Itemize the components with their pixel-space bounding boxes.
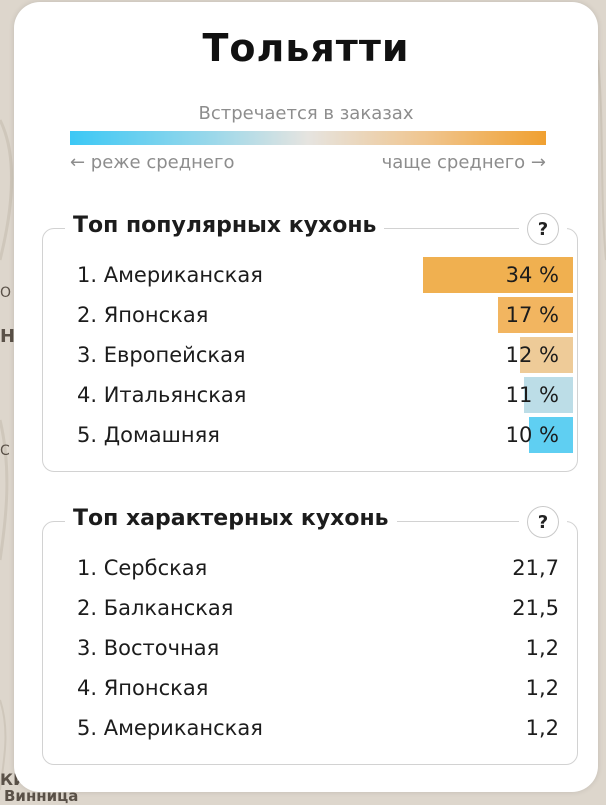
cuisine-index: 1,2 <box>525 716 559 740</box>
legend-less-label: ← реже среднего <box>70 152 235 173</box>
list-item: 2. Балканская 21,5 <box>43 590 577 626</box>
cuisine-share: 17 % <box>505 303 559 327</box>
cuisine-name: 3. Европейская <box>77 343 246 367</box>
popular-help-button[interactable]: ? <box>527 213 559 245</box>
map-label-side-3: С <box>0 443 10 459</box>
list-item: 2. Японская 17 % <box>43 297 577 333</box>
cuisine-index: 21,5 <box>512 596 559 620</box>
map-label-side-1: О <box>0 285 12 301</box>
list-item: 3. Европейская 12 % <box>43 337 577 373</box>
list-item: 1. Американская 34 % <box>43 257 577 293</box>
list-item: 4. Итальянская 11 % <box>43 377 577 413</box>
cuisine-name: 3. Восточная <box>77 636 220 660</box>
cuisine-share: 12 % <box>505 343 559 367</box>
legend-title: Встречается в заказах <box>198 103 414 124</box>
characteristic-cuisines-title: Топ характерных кухонь <box>65 506 397 531</box>
city-title: Тольятти <box>202 26 410 70</box>
characteristic-help-button[interactable]: ? <box>527 506 559 538</box>
cuisine-share: 34 % <box>505 263 559 287</box>
question-icon: ? <box>537 218 549 240</box>
share-bar <box>524 377 573 413</box>
frequency-gradient-bar <box>70 131 546 145</box>
city-stats-card: Тольятти Встречается в заказах ← реже ср… <box>14 2 598 792</box>
list-item: 4. Японская 1,2 <box>43 670 577 706</box>
cuisine-index: 21,7 <box>512 556 559 580</box>
cuisine-name: 4. Японская <box>77 676 209 700</box>
list-item: 3. Восточная 1,2 <box>43 630 577 666</box>
popular-cuisines-box: Топ популярных кухонь ? 1. Американская … <box>42 213 578 472</box>
cuisine-name: 4. Итальянская <box>77 383 247 407</box>
cuisine-name: 2. Балканская <box>77 596 234 620</box>
map-label-side-2: Н <box>0 326 16 347</box>
share-bar <box>423 257 573 293</box>
cuisine-share: 10 % <box>505 423 559 447</box>
share-bar <box>529 417 573 453</box>
cuisine-index: 1,2 <box>525 676 559 700</box>
share-bar <box>498 297 573 333</box>
cuisine-name: 2. Японская <box>77 303 209 327</box>
cuisine-name: 5. Американская <box>77 716 263 740</box>
list-item: 5. Домашняя 10 % <box>43 417 577 453</box>
list-item: 1. Сербская 21,7 <box>43 550 577 586</box>
cuisine-name: 5. Домашняя <box>77 423 220 447</box>
share-bar <box>520 337 573 373</box>
cuisine-name: 1. Сербская <box>77 556 208 580</box>
list-item: 5. Американская 1,2 <box>43 710 577 746</box>
cuisine-index: 1,2 <box>525 636 559 660</box>
legend-more-label: чаще среднего → <box>381 152 546 173</box>
question-icon: ? <box>537 511 549 533</box>
characteristic-cuisines-box: Топ характерных кухонь ? 1. Сербская 21,… <box>42 506 578 765</box>
popular-cuisines-title: Топ популярных кухонь <box>65 213 385 238</box>
cuisine-share: 11 % <box>505 383 559 407</box>
cuisine-name: 1. Американская <box>77 263 263 287</box>
